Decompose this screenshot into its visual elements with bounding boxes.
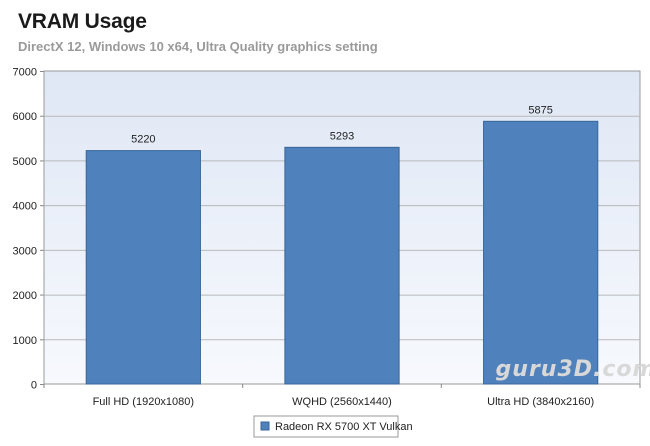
bar bbox=[85, 150, 201, 385]
legend-label: Radeon RX 5700 XT Vulkan bbox=[275, 421, 413, 433]
y-axis-ticks: 0 1000 2000 3000 4000 5000 6000 7000 bbox=[13, 67, 44, 392]
legend-swatch bbox=[260, 421, 270, 431]
data-label: 5293 bbox=[330, 130, 354, 142]
x-tick-label: Full HD (1920x1080) bbox=[93, 396, 195, 408]
chart-subtitle: DirectX 12, Windows 10 x64, Ultra Qualit… bbox=[18, 39, 378, 54]
y-tick-label: 5000 bbox=[13, 156, 37, 168]
x-axis-ticks: Full HD (1920x1080) WQHD (2560x1440) Ultra… bbox=[43, 384, 641, 408]
chart-title: VRAM Usage bbox=[18, 10, 147, 33]
y-tick-label: 7000 bbox=[13, 67, 37, 79]
bar bbox=[284, 146, 400, 385]
x-tick-label: WQHD (2560x1440) bbox=[292, 396, 392, 408]
y-tick-label: 3000 bbox=[13, 245, 37, 257]
y-tick-label: 2000 bbox=[13, 290, 37, 302]
y-tick-label: 1000 bbox=[13, 335, 37, 347]
bar bbox=[483, 120, 599, 385]
y-tick-label: 4000 bbox=[13, 201, 37, 213]
watermark: guru3D.com bbox=[496, 357, 650, 382]
x-tick-label: Ultra HD (3840x2160) bbox=[487, 396, 594, 408]
bars: 5220 5293 5875 bbox=[85, 104, 599, 385]
data-label: 5220 bbox=[131, 134, 155, 146]
data-label: 5875 bbox=[528, 104, 552, 116]
y-tick-label: 0 bbox=[31, 380, 37, 392]
legend: Radeon RX 5700 XT Vulkan bbox=[253, 415, 413, 438]
legend-box bbox=[253, 415, 399, 438]
y-tick-label: 6000 bbox=[13, 111, 37, 123]
